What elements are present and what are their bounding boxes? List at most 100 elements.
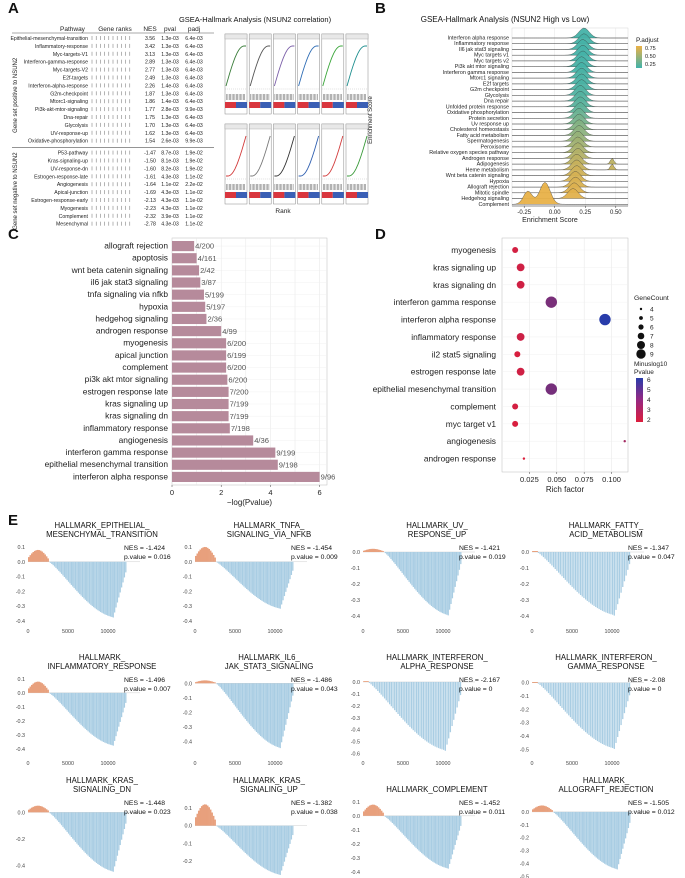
y-tick-label: -0.4 — [520, 734, 529, 740]
ridge-label: Interferon alpha response — [448, 36, 509, 42]
gsea-plot: HALLMARK_INTERFERON_ALPHA_RESPONSE 0.0 -0.… — [351, 653, 501, 767]
table-row: Estrogen-response-late -1.61 4.3e-03 1.1e-0… — [34, 174, 203, 180]
table-row: Mesenchymal -2.78 4.3e-03 1.1e-02 — [56, 221, 203, 228]
nes-label: NES = -1.347 — [628, 545, 669, 552]
padj-value: 1.1e-02 — [185, 214, 203, 220]
enrichment-curve — [322, 45, 343, 87]
y-tick-label: 0.0 — [522, 681, 530, 687]
category-label: epithelial mesenchymal transition — [373, 384, 497, 394]
y-tick-label: -0.3 — [351, 856, 360, 862]
dot — [512, 247, 519, 253]
y-tick-label: -0.2 — [520, 707, 529, 713]
ridge-density — [512, 113, 628, 125]
dot-row: myc target v1 — [446, 419, 628, 429]
table-row: P53-pathway -1.47 8.7e-03 1.9e-02 — [58, 150, 203, 157]
pathway-name: Complement — [59, 214, 89, 220]
y-tick-label: -0.1 — [183, 575, 192, 581]
ridge-density — [512, 154, 628, 165]
y-tick-label: -0.1 — [520, 566, 529, 572]
pathway-name: Glycolysis — [65, 123, 89, 129]
rank-bar-red — [249, 102, 261, 108]
x-tick-label: -0.25 — [517, 210, 531, 216]
bar-row: interferon gamma response 9/199 — [66, 447, 327, 458]
bar — [172, 338, 227, 349]
dot-row: interferon gamma response — [394, 296, 628, 308]
ridge-label: Mitotic spindle — [475, 190, 509, 196]
table-row: UV-response-dn -1.60 8.2e-03 1.9e-02 — [51, 166, 203, 172]
bar-row: tnfa signaling via nfkb 5/199 — [87, 289, 327, 300]
padj-value: 1.9e-02 — [185, 159, 203, 165]
y-tick-label: -0.2 — [351, 842, 360, 848]
x-tick-label: 5000 — [566, 761, 578, 767]
dot-row: il2 stat5 signaling — [432, 349, 628, 359]
x-tick-label: 0.025 — [520, 475, 539, 484]
dot — [545, 383, 558, 395]
ridge-row: Inflammatory response — [454, 33, 628, 47]
bar — [172, 277, 201, 288]
ridge-row: Mitotic spindle — [475, 182, 628, 196]
pval-value: 1.3e-03 — [161, 76, 179, 82]
pval-value: 1.3e-03 — [161, 36, 179, 42]
gsea-plot: HALLMARK_IL6_JAK_STAT3_SIGNALING 0.0 -0.1 -… — [183, 653, 338, 767]
gsea-plot: HALLMARK_INFLAMMATORY_RESPONSE 0.1 0.0 -0.1… — [16, 653, 171, 767]
y-tick-label: -0.4 — [183, 739, 192, 745]
col-header-pathway: Pathway — [60, 26, 86, 33]
x-tick-label: 0.050 — [547, 475, 566, 484]
bar-row: epithelial mesenchymal transition 9/198 — [45, 459, 327, 470]
category-label: interferon gamma response — [394, 297, 497, 307]
padj-value: 6.4e-03 — [185, 36, 203, 42]
padj-value: 6.4e-03 — [185, 115, 203, 121]
gsea-title: INFLAMMATORY_RESPONSE — [48, 662, 157, 671]
x-tick-label: 5000 — [229, 629, 241, 635]
ridge-label: Cholesterol homeostasis — [450, 127, 509, 133]
bar-value-label: 2/42 — [200, 266, 215, 275]
y-axis-label: Enrichment Score — [368, 95, 374, 143]
size-legend-label: 7 — [650, 334, 654, 341]
nes-label: NES = -1.452 — [459, 800, 500, 807]
x-tick-label: 0 — [362, 629, 365, 635]
x-tick-label: 0 — [27, 629, 30, 635]
bar — [172, 374, 228, 385]
dot-row: epithelial mesenchymal transition — [373, 383, 628, 395]
panel-label-e: E — [8, 512, 19, 529]
nes-value: 2.77 — [145, 68, 155, 74]
dot-row: estrogen response late — [411, 367, 628, 377]
rank-bar-blue — [284, 102, 296, 108]
ridge-row: Uv response up — [471, 113, 628, 128]
ridge-density — [512, 108, 628, 119]
thumbnail-header — [345, 33, 369, 40]
y-tick-label: -0.1 — [351, 692, 360, 698]
pval-value: 4.3e-03 — [161, 174, 179, 180]
x-tick-label: 4 — [268, 488, 272, 497]
bar-value-label: 6/200 — [228, 375, 247, 384]
table-row: Oxidative-phosphorylation 1.54 2.6e-03 9.9e… — [28, 138, 203, 145]
category-label: interferon gamma response — [66, 447, 169, 457]
enrichment-curve — [274, 135, 295, 177]
table-row: Interferon-alpha-response 2.26 1.4e-03 6.4e… — [28, 83, 203, 89]
ridge-label: Fatty acid metabolism — [457, 133, 510, 139]
gsea-plot: HALLMARK_ALLOGRAFT_REJECTION 0.0 -0.1 -0.2 -… — [520, 776, 675, 878]
bar — [172, 411, 229, 422]
y-tick-label: -0.3 — [520, 849, 529, 855]
nes-value: -1.61 — [144, 174, 156, 180]
pval-value: 4.3e-03 — [161, 222, 179, 228]
dot — [514, 351, 521, 358]
table-row: G2m-checkpoint 1.87 1.3e-03 6.4e-03 — [50, 91, 203, 97]
enrichment-thumbnail — [224, 123, 248, 205]
ridge-label: Myc targets v1 — [474, 53, 509, 59]
ridge-row: Relative oxygen species pathway — [429, 142, 628, 156]
ridge-density — [512, 91, 628, 102]
y-tick-label: -0.1 — [351, 828, 360, 834]
x-tick-label: 0.075 — [575, 475, 594, 484]
table-row: Apical-junction -1.69 4.3e-03 1.1e-02 — [54, 190, 203, 196]
x-tick-label: 10000 — [605, 761, 620, 767]
bar-row: hypoxia 5/197 — [139, 301, 327, 312]
y-tick-label: -0.1 — [183, 841, 192, 847]
y-tick-label: -0.1 — [520, 823, 529, 829]
thumbnail-header — [273, 123, 296, 130]
table-row: Mtorc1-signaling 1.86 1.4e-03 6.4e-03 — [50, 99, 203, 105]
ridge-density — [512, 67, 628, 79]
dot — [599, 313, 611, 326]
category-label: estrogen response late — [411, 367, 497, 377]
dot-row: kras signaling dn — [433, 280, 628, 290]
